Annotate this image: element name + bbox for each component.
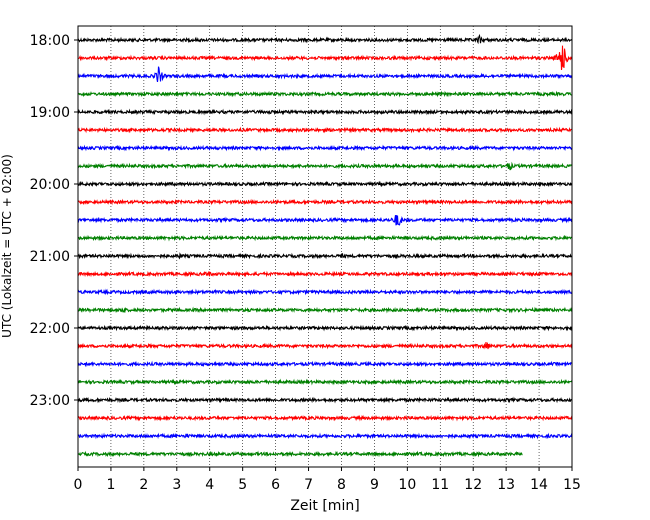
x-axis-ticks: 0 1 2 3 4 5 6 7 8 9 10 11 12 13 14 15 <box>74 467 581 493</box>
trace-line <box>77 215 573 226</box>
trace-line <box>78 306 573 314</box>
trace-line <box>77 396 573 404</box>
x-tick-label: 5 <box>238 477 247 493</box>
trace-line <box>77 252 573 260</box>
x-tick-label: 7 <box>304 477 313 493</box>
trace-line <box>77 180 573 188</box>
x-tick-label: 4 <box>205 477 214 493</box>
trace-line <box>77 341 573 350</box>
trace-line <box>77 234 573 242</box>
x-tick-label: 9 <box>370 477 379 493</box>
x-tick-label: 3 <box>172 477 181 493</box>
trace-line <box>77 270 573 278</box>
x-tick-label: 15 <box>563 477 581 493</box>
trace-line <box>77 161 573 171</box>
y-tick-label: 23:00 <box>30 393 70 409</box>
seismic-traces <box>77 33 573 458</box>
trace-line <box>77 432 573 440</box>
trace-line <box>77 108 573 116</box>
trace-line <box>77 126 573 134</box>
trace-line <box>77 144 573 152</box>
trace-line <box>77 450 523 458</box>
plot-frame <box>77 25 573 468</box>
trace-line <box>77 45 573 71</box>
x-tick-label: 8 <box>337 477 346 493</box>
y-tick-label: 19:00 <box>30 105 70 121</box>
y-tick-label: 21:00 <box>30 249 70 265</box>
trace-line <box>77 414 573 422</box>
trace-line <box>77 360 573 368</box>
x-tick-label: 13 <box>497 477 515 493</box>
trace-line <box>77 90 573 98</box>
y-tick-label: 22:00 <box>30 321 70 337</box>
y-tick-label: 18:00 <box>30 33 70 49</box>
x-tick-label: 1 <box>106 477 115 493</box>
x-tick-label: 12 <box>464 477 482 493</box>
x-tick-label: 11 <box>431 477 449 493</box>
trace-line <box>77 324 573 332</box>
x-tick-label: 2 <box>139 477 148 493</box>
x-tick-label: 14 <box>530 477 548 493</box>
y-tick-label: 20:00 <box>30 177 70 193</box>
x-tick-label: 6 <box>271 477 280 493</box>
trace-line <box>77 378 573 386</box>
trace-line <box>77 288 573 296</box>
x-tick-label: 10 <box>398 477 416 493</box>
x-axis-label: Zeit [min] <box>290 498 359 514</box>
y-axis-label: UTC (Lokalzeit = UTC + 02:00) <box>0 154 14 338</box>
trace-line <box>77 66 573 83</box>
y-axis-ticks: 18:00 19:00 20:00 21:00 22:00 23:00 <box>30 33 78 409</box>
x-tick-label: 0 <box>74 477 83 493</box>
trace-line <box>77 33 573 45</box>
trace-line <box>77 198 573 206</box>
